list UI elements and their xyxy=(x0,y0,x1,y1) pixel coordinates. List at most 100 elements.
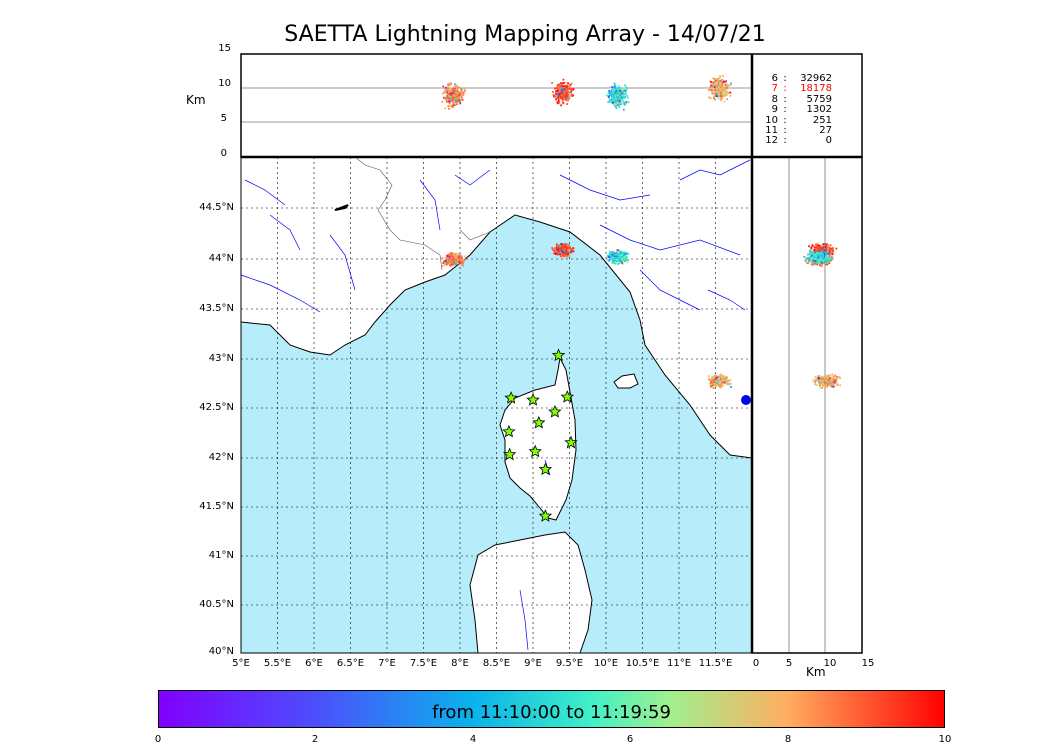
altitude-value: 6 xyxy=(771,73,778,84)
source-point xyxy=(815,246,818,249)
source-point xyxy=(822,385,824,387)
source-point xyxy=(620,93,623,96)
source-point xyxy=(448,96,450,99)
source-count: 32962 xyxy=(800,73,832,84)
lon-tick: 11°E xyxy=(666,658,692,669)
source-point xyxy=(837,383,839,386)
source-point xyxy=(450,94,453,97)
source-point xyxy=(813,379,816,381)
source-point xyxy=(727,84,730,87)
source-point xyxy=(444,107,447,110)
source-point xyxy=(725,93,727,96)
source-point xyxy=(830,259,832,262)
source-point xyxy=(556,242,559,245)
source-point xyxy=(459,91,461,94)
source-point xyxy=(569,248,572,251)
source-point xyxy=(560,104,562,107)
source-point xyxy=(459,95,462,98)
source-point xyxy=(453,255,456,258)
source-point xyxy=(710,84,713,86)
source-point xyxy=(617,104,620,107)
source-point xyxy=(819,250,821,253)
source-point xyxy=(568,96,571,98)
source-point xyxy=(447,83,450,86)
source-point xyxy=(715,380,718,383)
source-point xyxy=(452,105,455,107)
source-point xyxy=(722,377,725,379)
source-point xyxy=(446,97,449,99)
lat-tick: 43.5°N xyxy=(199,303,234,314)
source-point xyxy=(565,96,567,98)
source-point xyxy=(822,246,825,248)
source-point xyxy=(828,262,831,264)
source-point xyxy=(614,95,616,97)
source-point xyxy=(710,383,712,386)
source-point xyxy=(727,91,730,94)
source-point xyxy=(454,260,456,262)
source-point xyxy=(718,376,721,379)
source-point xyxy=(827,376,830,378)
source-point xyxy=(708,80,711,83)
source-point xyxy=(444,258,447,260)
source-point xyxy=(725,84,728,87)
source-point xyxy=(818,249,821,251)
source-point xyxy=(559,90,562,93)
source-point xyxy=(558,86,561,89)
source-point xyxy=(817,252,820,254)
source-point xyxy=(564,245,567,248)
source-point xyxy=(717,379,720,382)
source-point xyxy=(611,261,614,264)
source-point xyxy=(617,98,619,101)
source-count: 251 xyxy=(812,114,832,126)
source-point xyxy=(806,257,808,259)
source-point xyxy=(810,252,813,254)
source-point xyxy=(444,259,447,262)
source-point xyxy=(719,85,722,87)
source-point xyxy=(710,377,713,380)
source-point xyxy=(713,375,716,378)
alt-x-tick: 10 xyxy=(823,658,837,669)
source-point xyxy=(822,243,825,246)
source-point xyxy=(815,254,817,257)
source-point xyxy=(828,258,831,261)
lon-tick: 6°E xyxy=(305,658,323,669)
source-point xyxy=(625,258,628,260)
source-point xyxy=(834,379,837,382)
source-count-table: 6:32962 7:18178 8:5759 9:1302 10:251 11:27 12:… xyxy=(756,73,856,147)
source-count-row: 7: 18178 xyxy=(756,83,856,94)
source-point xyxy=(826,253,829,255)
rivers xyxy=(241,159,751,651)
source-point xyxy=(444,257,447,259)
source-point xyxy=(611,97,613,100)
source-point xyxy=(714,378,717,380)
source-point xyxy=(567,244,570,246)
source-point xyxy=(454,91,456,94)
source-point xyxy=(618,86,621,89)
source-point xyxy=(833,382,836,385)
source-point xyxy=(552,94,555,96)
source-point xyxy=(808,259,811,262)
source-point xyxy=(819,386,821,389)
source-point xyxy=(567,253,570,256)
source-point xyxy=(455,257,457,260)
source-point xyxy=(729,91,732,94)
source-point xyxy=(625,94,628,97)
source-point xyxy=(441,265,444,267)
source-point xyxy=(825,376,827,379)
source-point xyxy=(824,378,827,381)
source-point xyxy=(449,97,452,100)
source-point xyxy=(557,86,560,89)
source-point xyxy=(615,107,618,110)
source-point xyxy=(813,252,816,255)
source-point xyxy=(567,97,570,100)
source-point xyxy=(457,262,459,264)
source-point xyxy=(815,379,818,382)
source-point xyxy=(825,251,827,254)
source-point xyxy=(623,254,625,257)
source-point xyxy=(719,83,722,86)
source-point xyxy=(450,99,452,101)
source-point xyxy=(713,86,716,88)
source-point xyxy=(817,379,820,382)
source-point xyxy=(712,380,715,383)
source-point xyxy=(839,384,842,387)
